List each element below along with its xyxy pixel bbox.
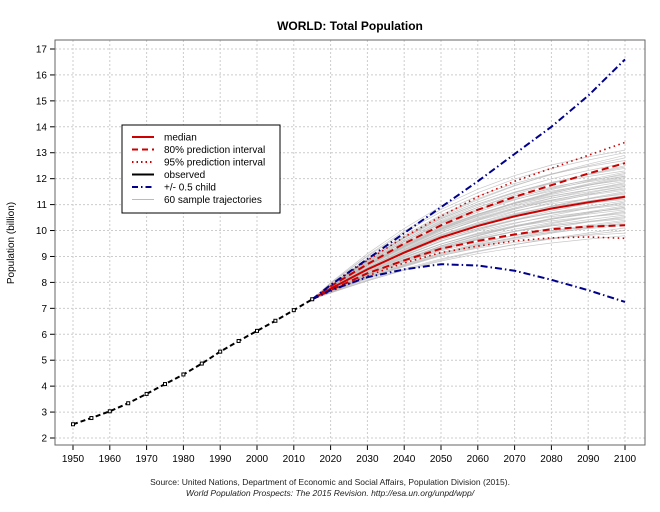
legend-label: 80% prediction interval [164,145,265,156]
y-tick-label: 6 [41,330,47,341]
legend-label: 60 sample trajectories [164,195,262,206]
sample-trajectory [312,201,626,300]
y-tick-label: 15 [36,96,48,107]
y-tick-label: 8 [41,278,47,289]
y-tick-label: 9 [41,252,47,263]
plot-frame [54,39,646,446]
observed-point [255,328,259,333]
x-tick-label: 1990 [209,454,232,465]
observed-point [310,297,315,302]
chart-title: WORLD: Total Population [277,19,423,33]
observed-point [89,416,94,421]
x-tick-label: 2070 [503,454,526,465]
population-chart: WORLD: Total Population Population (bill… [6,19,646,465]
x-tick-label: 1950 [62,454,85,465]
observed-point [273,318,278,323]
x-tick-label: 2000 [246,454,269,465]
observed-point [107,409,112,414]
y-tick-label: 7 [41,304,47,315]
sample-trajectory [311,149,626,300]
x-tick-label: 2080 [540,454,563,465]
x-tick-label: 2010 [283,454,306,465]
observed-point [144,391,149,396]
sample-trajectory [311,152,626,300]
y-tick-label: 5 [41,356,47,367]
y-tick-label: 17 [36,45,48,56]
x-tick-label: 2020 [319,454,342,465]
y-tick-label: 13 [36,148,48,159]
observed-point [181,372,186,377]
y-tick-label: 10 [36,226,48,237]
sample-trajectory [312,230,626,300]
y-tick-label: 14 [36,122,48,133]
sample-trajectory [312,206,626,300]
legend-label: observed [164,170,205,181]
x-tick-label: 2060 [467,454,490,465]
y-axis-label: Population (billion) [6,202,17,284]
high-variant-line [311,58,626,301]
pi95-lower-line [311,236,626,301]
y-tick-label: 12 [36,174,48,185]
observed-line [72,298,313,426]
sample-trajectory [312,227,626,300]
x-tick-label: 2090 [577,454,600,465]
pi80-lower-line [311,224,626,301]
legend-box [121,124,281,214]
y-tick-label: 4 [41,382,47,393]
legend-label: 95% prediction interval [164,158,265,169]
legend-label: median [164,133,197,144]
y-tick-label: 2 [41,434,47,445]
observed-point [163,382,167,387]
observed-point [126,401,131,406]
sample-trajectory [312,196,626,300]
sample-trajectory [312,175,626,300]
sample-trajectory [311,166,626,300]
x-tick-label: 2050 [430,454,453,465]
source-line-2: World Population Prospects: The 2015 Rev… [185,488,475,498]
x-tick-label: 2030 [356,454,379,465]
source-line-1: Source: United Nations, Department of Ec… [150,477,510,487]
sample-trajectory [312,186,626,300]
y-tick-label: 16 [36,70,48,81]
x-tick-label: 1970 [135,454,158,465]
observed-point [291,308,296,313]
observed-point [236,339,241,344]
sample-trajectory [312,196,626,300]
observed-point [218,349,223,354]
observed-point [71,422,75,427]
median-line [311,195,626,301]
x-tick-label: 2040 [393,454,416,465]
x-tick-label: 1960 [99,454,122,465]
sample-trajectory [312,219,626,300]
y-tick-label: 11 [37,200,48,211]
legend-label: +/- 0.5 child [164,183,216,194]
low-variant-line [311,263,626,303]
sample-trajectory [312,221,626,300]
observed-point [199,361,204,366]
x-tick-label: 2100 [614,454,637,465]
y-tick-label: 3 [41,408,47,419]
pi80-upper-line [311,162,626,301]
x-tick-label: 1980 [172,454,195,465]
